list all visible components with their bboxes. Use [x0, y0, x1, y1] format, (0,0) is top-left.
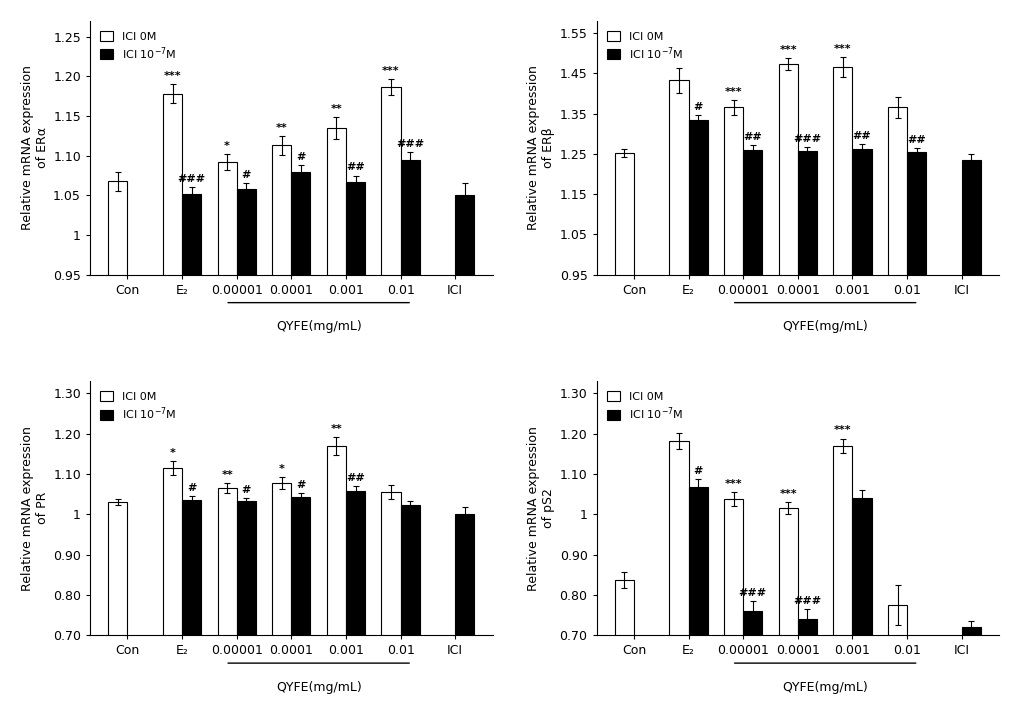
Bar — [345, 491, 365, 714]
Bar — [345, 182, 365, 714]
Bar — [888, 108, 906, 658]
Bar — [743, 150, 761, 658]
Bar — [833, 67, 852, 658]
Text: ##: ## — [743, 132, 761, 142]
Text: #: # — [296, 481, 306, 491]
Bar — [291, 171, 310, 714]
Text: ***: *** — [834, 44, 851, 54]
Text: #: # — [693, 466, 702, 476]
Text: ##: ## — [907, 135, 925, 145]
Bar — [777, 508, 797, 714]
Bar — [182, 193, 201, 714]
Text: *: * — [224, 141, 230, 151]
Bar — [163, 468, 182, 714]
Bar — [291, 498, 310, 714]
Bar — [961, 627, 980, 714]
Text: ##: ## — [345, 473, 365, 483]
Text: ###: ### — [793, 134, 820, 144]
Bar — [688, 487, 707, 714]
Text: #: # — [186, 483, 196, 493]
Text: **: ** — [275, 123, 287, 133]
Text: QYFE(mg/mL): QYFE(mg/mL) — [275, 681, 361, 694]
Bar — [688, 119, 707, 658]
Text: ***: *** — [669, 420, 687, 430]
Bar — [797, 151, 816, 658]
Text: QYFE(mg/mL): QYFE(mg/mL) — [782, 681, 867, 694]
Bar — [852, 149, 871, 658]
Bar — [272, 146, 291, 714]
Bar — [777, 64, 797, 658]
Bar — [400, 160, 419, 714]
Bar — [888, 605, 906, 714]
Text: #: # — [693, 101, 702, 111]
Text: ###: ### — [395, 139, 424, 149]
Bar — [236, 501, 256, 714]
Text: ###: ### — [177, 174, 206, 184]
Bar — [906, 152, 925, 658]
Text: *: * — [278, 464, 284, 474]
Bar — [272, 483, 291, 714]
Text: ###: ### — [793, 596, 820, 606]
Bar — [381, 492, 400, 714]
Text: **: ** — [330, 424, 342, 434]
Bar — [326, 128, 345, 714]
Text: ##: ## — [345, 163, 365, 173]
Text: ***: *** — [163, 71, 181, 81]
Text: ***: *** — [779, 45, 796, 55]
Bar — [614, 580, 634, 714]
Text: QYFE(mg/mL): QYFE(mg/mL) — [782, 321, 867, 333]
Bar — [961, 160, 980, 658]
Bar — [668, 81, 688, 658]
Bar — [743, 611, 761, 714]
Bar — [668, 441, 688, 714]
Text: ***: *** — [669, 56, 687, 66]
Text: **: ** — [221, 471, 232, 481]
Y-axis label: Relative mRNA expression
of PR: Relative mRNA expression of PR — [20, 426, 49, 590]
Bar — [182, 501, 201, 714]
Legend: ICI 0M, ICI 10$^{-7}$M: ICI 0M, ICI 10$^{-7}$M — [96, 387, 181, 426]
Bar — [852, 498, 871, 714]
Text: #: # — [242, 170, 251, 180]
Text: *: * — [169, 448, 175, 458]
Text: **: ** — [330, 104, 342, 114]
Y-axis label: Relative mRNA expression
of ERβ: Relative mRNA expression of ERβ — [527, 66, 555, 230]
Bar — [400, 506, 419, 714]
Bar — [163, 94, 182, 714]
Legend: ICI 0M, ICI 10$^{-7}$M: ICI 0M, ICI 10$^{-7}$M — [601, 26, 687, 66]
Bar — [454, 196, 474, 714]
Bar — [723, 108, 743, 658]
Text: ###: ### — [738, 588, 766, 598]
Text: #: # — [242, 485, 251, 495]
Bar — [108, 181, 127, 714]
Bar — [108, 502, 127, 714]
Bar — [217, 162, 236, 714]
Text: ***: *** — [725, 87, 742, 97]
Text: ***: *** — [779, 489, 796, 499]
Bar — [454, 514, 474, 714]
Bar — [326, 446, 345, 714]
Legend: ICI 0M, ICI 10$^{-7}$M: ICI 0M, ICI 10$^{-7}$M — [96, 26, 181, 66]
Bar — [797, 619, 816, 714]
Text: ##: ## — [852, 131, 870, 141]
Bar — [236, 189, 256, 714]
Legend: ICI 0M, ICI 10$^{-7}$M: ICI 0M, ICI 10$^{-7}$M — [601, 387, 687, 426]
Bar — [833, 446, 852, 714]
Text: #: # — [296, 152, 306, 162]
Bar — [614, 153, 634, 658]
Text: QYFE(mg/mL): QYFE(mg/mL) — [275, 321, 361, 333]
Bar — [381, 86, 400, 714]
Bar — [723, 499, 743, 714]
Text: ***: *** — [382, 66, 399, 76]
Bar — [217, 488, 236, 714]
Text: ***: *** — [725, 478, 742, 488]
Y-axis label: Relative mRNA expression
of ERα: Relative mRNA expression of ERα — [21, 66, 49, 230]
Y-axis label: Relative mRNA expression
of pS2: Relative mRNA expression of pS2 — [527, 426, 554, 590]
Text: ***: *** — [834, 426, 851, 436]
